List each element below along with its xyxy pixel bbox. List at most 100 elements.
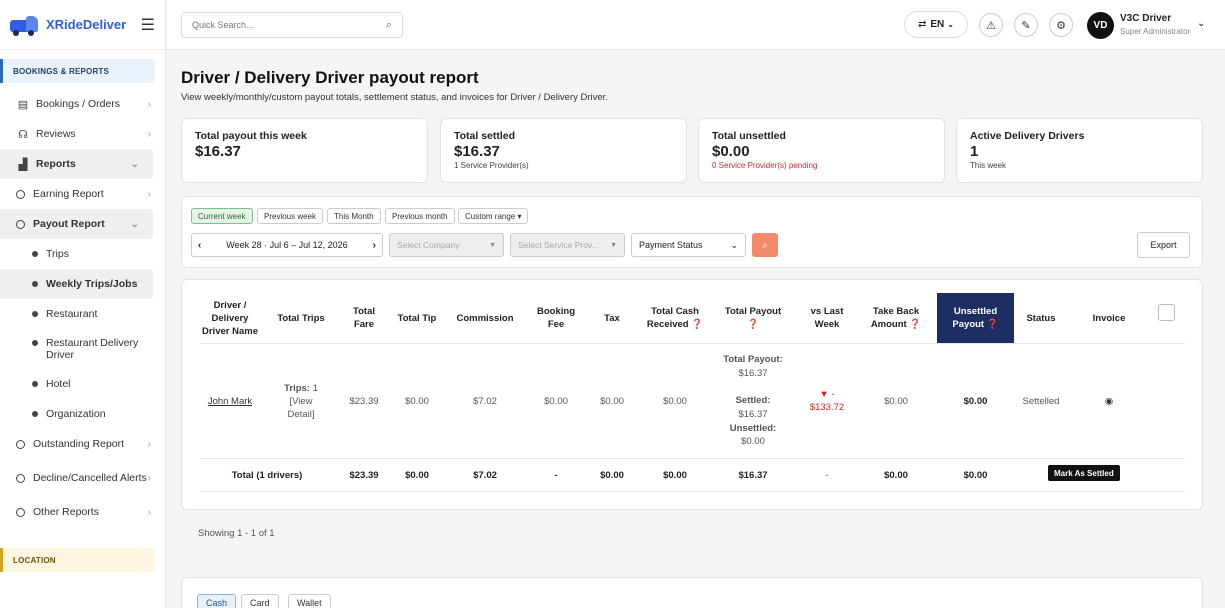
tab-wallet[interactable]: Wallet: [288, 594, 331, 608]
circle-icon: [16, 219, 25, 229]
cell-fare: $23.39: [349, 395, 379, 407]
payout-settled-value: $16.37: [738, 409, 768, 420]
pagination-info: Showing 1 - 1 of 1: [198, 528, 275, 539]
service-provider-select[interactable]: Select Service Prov... ▼: [510, 233, 625, 257]
chevron-down-icon: ⌄: [130, 158, 139, 170]
totals-unsettled: $0.00: [963, 469, 988, 481]
select-all-checkbox[interactable]: [1158, 304, 1175, 321]
cell-commission: $7.02: [473, 395, 497, 407]
avatar[interactable]: VD: [1087, 12, 1114, 39]
trips-label: Trips:: [284, 382, 310, 394]
table-row-trips: Trips: 1 [View Detail]: [270, 344, 332, 458]
chevron-right-icon[interactable]: ›: [372, 239, 376, 251]
chevron-down-icon: ⌄: [730, 239, 738, 250]
payment-status-label: Payment Status: [639, 240, 703, 250]
logo-row: XRideDeliver ☰: [0, 0, 165, 50]
circle-icon: [16, 189, 25, 199]
cell-unsettled-payout: $0.00: [963, 395, 988, 407]
sidebar-item-weekly-trips[interactable]: Weekly Trips/Jobs: [0, 269, 153, 299]
company-select[interactable]: Select Company ▼: [389, 233, 504, 257]
vs-last-week-value: $133.72: [809, 402, 845, 413]
filter-panel: Current week Previous week This Month Pr…: [181, 196, 1203, 268]
totals-commission: $7.02: [473, 469, 497, 481]
payment-tabs-panel: Cash Card Wallet: [181, 577, 1203, 608]
notes-icon[interactable]: ✎: [1014, 13, 1038, 37]
stat-card-total-unsettled: Total unsettled $0.00 0 Service Provider…: [698, 118, 945, 183]
card-subtext: 0 Service Provider(s) pending: [712, 161, 818, 170]
totals-tip: $0.00: [405, 469, 429, 481]
search-button[interactable]: ⌕: [752, 233, 778, 257]
card-title: Total settled: [454, 130, 516, 142]
sidebar-item-trips[interactable]: Trips: [0, 239, 165, 269]
language-label: EN: [930, 19, 945, 30]
sidebar-item-restaurant[interactable]: Restaurant: [0, 299, 165, 329]
sidebar-item-label: Outstanding Report: [33, 438, 125, 450]
alert-icon[interactable]: ⚠: [979, 13, 1003, 37]
sidebar-item-earning-report[interactable]: Earning Report ›: [0, 179, 165, 209]
chip-custom-range[interactable]: Custom range ▾: [458, 208, 529, 224]
tab-card[interactable]: Card: [241, 594, 279, 608]
section-location: LOCATION: [0, 548, 155, 572]
bullet-icon: [32, 281, 38, 287]
chevron-down-icon[interactable]: ⌄: [1197, 18, 1206, 29]
chip-this-month[interactable]: This Month: [327, 208, 381, 224]
view-detail-link[interactable]: [View Detail]: [287, 395, 315, 420]
user-name[interactable]: V3C Driver: [1120, 13, 1172, 24]
cell-invoice: ◉: [1082, 344, 1136, 458]
sidebar-item-decline-alerts[interactable]: Decline/Cancelled Alerts ›: [0, 459, 165, 497]
chip-previous-week[interactable]: Previous week: [257, 208, 324, 224]
bullet-icon: [32, 340, 38, 346]
sidebar-item-label: Bookings / Orders: [36, 98, 121, 110]
cell-booking-fee: $0.00: [544, 395, 568, 407]
col-vs-last-week: vs Last Week: [810, 306, 844, 330]
sidebar-item-label: Reports: [36, 158, 76, 170]
cell-cash-received: $0.00: [663, 395, 687, 407]
sidebar-item-outstanding-report[interactable]: Outstanding Report ›: [0, 429, 165, 459]
chevron-right-icon: ›: [147, 188, 151, 200]
eye-icon[interactable]: ◉: [1104, 395, 1114, 407]
totals-fare: $23.39: [349, 469, 379, 481]
sidebar-item-restaurant-delivery-driver[interactable]: Restaurant Delivery Driver: [0, 329, 165, 369]
sidebar-item-organization[interactable]: Organization: [0, 399, 165, 429]
sidebar-item-hotel[interactable]: Hotel: [0, 369, 165, 399]
driver-name-link[interactable]: John Mark: [207, 395, 253, 407]
down-arrow-icon: ▼ -: [819, 389, 835, 400]
table-row-driver: John Mark: [200, 344, 260, 458]
sidebar-item-reports[interactable]: ▟ Reports ⌄: [0, 149, 153, 179]
chevron-right-icon: ›: [147, 128, 151, 140]
sidebar-item-reviews[interactable]: ☊ Reviews ›: [0, 119, 165, 149]
payment-status-select[interactable]: Payment Status ⌄: [631, 233, 746, 257]
caret-down-icon: ▼: [489, 241, 496, 249]
language-selector[interactable]: ⇄ EN ⌄: [904, 11, 968, 38]
col-unsettled-payout: Unsettled Payout ❓: [937, 293, 1014, 343]
search-input[interactable]: [192, 20, 386, 30]
tab-cash[interactable]: Cash: [197, 594, 237, 608]
settings-icon[interactable]: ⚙: [1049, 13, 1073, 37]
user-role: Super Administrator: [1120, 27, 1191, 36]
cell-status: Settelled: [1022, 395, 1060, 407]
export-button[interactable]: Export: [1137, 232, 1190, 258]
sidebar-item-other-reports[interactable]: Other Reports ›: [0, 497, 165, 527]
caret-down-icon: ▼: [610, 241, 617, 249]
payout-total-label: Total Payout:: [723, 353, 783, 365]
sidebar-item-payout-report[interactable]: Payout Report ⌄: [0, 209, 153, 239]
chip-current-week[interactable]: Current week: [191, 208, 253, 224]
sidebar-item-bookings[interactable]: ▤ Bookings / Orders ›: [0, 89, 165, 119]
search-icon[interactable]: ⌕: [385, 18, 392, 31]
sidebar-item-label: Hotel: [46, 378, 71, 390]
chip-previous-month[interactable]: Previous month: [385, 208, 455, 224]
sidebar-item-label: Restaurant Delivery Driver: [46, 337, 139, 361]
week-label: Week 28 · Jul 6 – Jul 12, 2026: [226, 240, 348, 250]
sidebar-item-label: Decline/Cancelled Alerts: [33, 472, 147, 484]
sidebar-item-label: Organization: [46, 408, 106, 420]
bullet-icon: [32, 251, 38, 257]
quick-search[interactable]: ⌕: [181, 12, 403, 38]
mark-as-settled-button[interactable]: Mark As Settled: [1048, 465, 1120, 481]
col-total-fare: Total Fare: [353, 306, 375, 330]
menu-toggle-icon[interactable]: ☰: [140, 16, 155, 34]
col-tax: Tax: [604, 312, 620, 324]
card-value: $16.37: [195, 143, 241, 160]
card-title: Active Delivery Drivers: [970, 130, 1085, 142]
chevron-left-icon[interactable]: ‹: [198, 239, 202, 251]
sidebar-item-label: Trips: [46, 248, 69, 260]
